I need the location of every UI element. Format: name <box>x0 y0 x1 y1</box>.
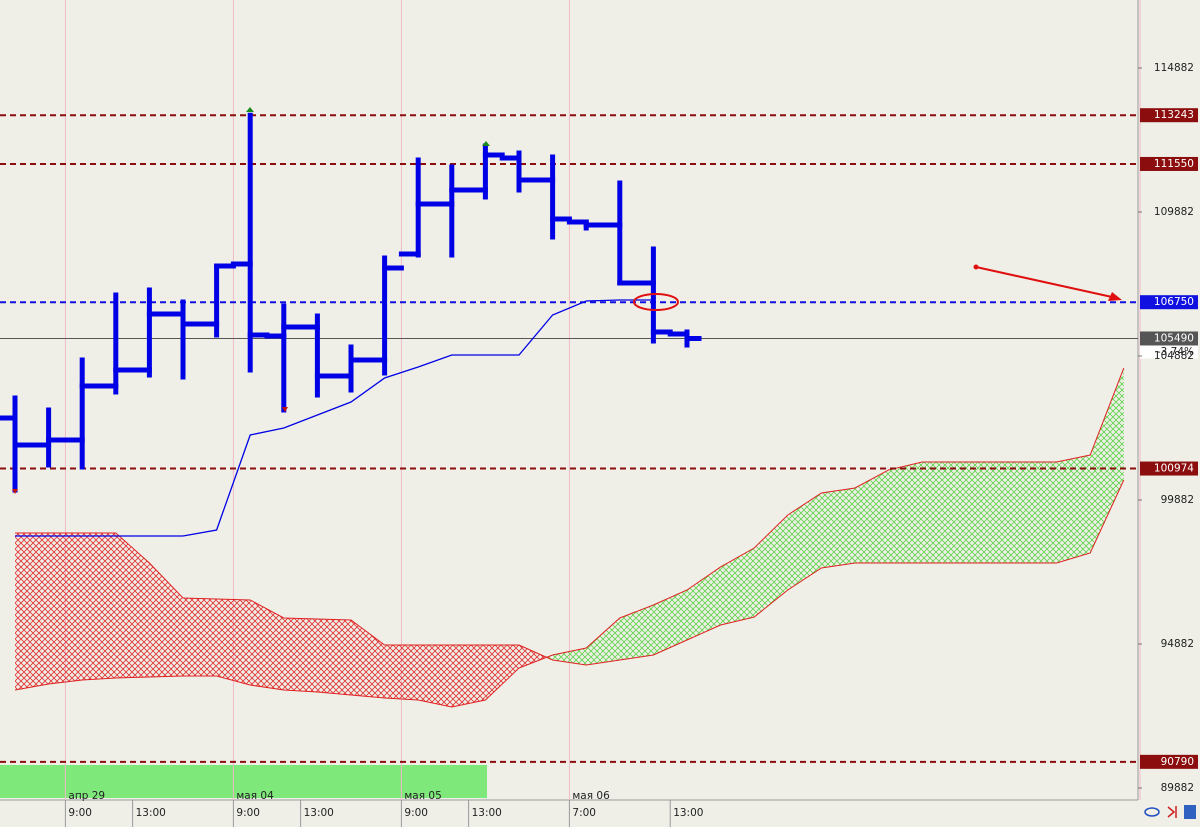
annotation-arrowhead <box>1108 292 1122 301</box>
level-box <box>1140 108 1198 123</box>
y-tick-label: 94882 <box>1161 638 1194 650</box>
fractal-up <box>246 107 254 112</box>
cloud-bull <box>955 462 990 564</box>
cloud-edge <box>14 367 1125 708</box>
cloud-bull <box>821 487 855 568</box>
cloud-edge <box>15 479 1125 666</box>
cloud-bear <box>183 597 217 676</box>
settings-icon[interactable] <box>1184 805 1196 819</box>
cloud-bull <box>754 514 788 618</box>
annotation-ellipse <box>633 293 679 311</box>
x-tick-label: 9:00 <box>236 807 260 819</box>
scroll-end-icon[interactable] <box>1167 806 1177 818</box>
cloud-bull <box>989 462 1023 564</box>
last-price-label: 105490 <box>1154 332 1194 344</box>
cloud-bull <box>1023 462 1057 564</box>
link-icon[interactable] <box>1144 807 1160 817</box>
annotation-arrow <box>975 266 1113 298</box>
fractal-down <box>12 489 18 494</box>
level-label: 111550 <box>1154 158 1194 170</box>
y-tick-label: 99882 <box>1161 494 1194 506</box>
y-tick-label: 104882 <box>1154 350 1194 362</box>
level-label: 100974 <box>1154 463 1194 475</box>
cloud-bear <box>216 599 251 686</box>
cloud-bear <box>384 644 419 700</box>
session-highlight <box>0 765 487 798</box>
cloud-bull <box>720 548 755 625</box>
indicator-line <box>15 299 654 537</box>
x-tick-label: 13:00 <box>136 807 166 819</box>
fractal-up <box>482 141 490 146</box>
y-tick-label: 89882 <box>1161 782 1194 794</box>
last-price-box <box>1140 331 1198 346</box>
x-tick-label: 13:00 <box>673 807 703 819</box>
x-tick-label: 9:00 <box>68 807 92 819</box>
cloud-bear <box>250 599 284 690</box>
level-label: 106750 <box>1154 296 1194 308</box>
cloud-bull <box>855 469 889 564</box>
date-label: апр 29 <box>68 790 105 802</box>
cloud-bull <box>687 566 721 640</box>
cloud-bull <box>586 617 620 665</box>
change-box <box>1140 345 1198 359</box>
cloud-bear <box>82 532 116 680</box>
x-tick-label: 9:00 <box>404 807 428 819</box>
y-tick-label: 114882 <box>1154 62 1194 74</box>
cloud-bull <box>619 604 654 661</box>
cloud-bear <box>48 532 83 684</box>
x-tick-label: 7:00 <box>572 807 596 819</box>
change-label: -3.74% <box>1157 346 1194 358</box>
cloud-bear <box>418 644 452 708</box>
cloud-bear <box>351 620 385 698</box>
cloud-bear <box>283 617 318 693</box>
cloud-bull <box>888 462 923 564</box>
level-box <box>1140 295 1198 310</box>
cloud-bull <box>922 462 956 564</box>
level-label: 90790 <box>1161 756 1194 768</box>
cloud-bear <box>115 532 150 679</box>
fractal-down <box>282 407 288 412</box>
cloud-bear <box>451 644 486 708</box>
cloud-bear <box>317 618 351 695</box>
level-box <box>1140 156 1198 171</box>
cloud-bear <box>149 563 183 677</box>
cloud-bull <box>1056 455 1091 564</box>
date-label: мая 05 <box>404 790 441 802</box>
date-label: мая 04 <box>236 790 274 802</box>
cloud-bear <box>15 532 49 690</box>
y-tick-label: 109882 <box>1154 206 1194 218</box>
cloud-bull <box>787 492 822 590</box>
cloud-bear <box>519 644 547 668</box>
x-tick-label: 13:00 <box>304 807 334 819</box>
level-box <box>1140 754 1198 769</box>
date-label: мая 06 <box>572 790 610 802</box>
cloud-bull <box>552 647 587 665</box>
annotation-dot <box>973 264 979 270</box>
level-box <box>1140 461 1198 476</box>
x-tick-label: 13:00 <box>472 807 502 819</box>
cloud-bear <box>485 644 519 700</box>
cloud-bull <box>653 589 687 655</box>
cloud-bull <box>1090 368 1124 553</box>
level-label: 113243 <box>1154 109 1194 121</box>
toolbar-icons[interactable] <box>1144 805 1196 819</box>
cloud-bull <box>546 654 553 661</box>
